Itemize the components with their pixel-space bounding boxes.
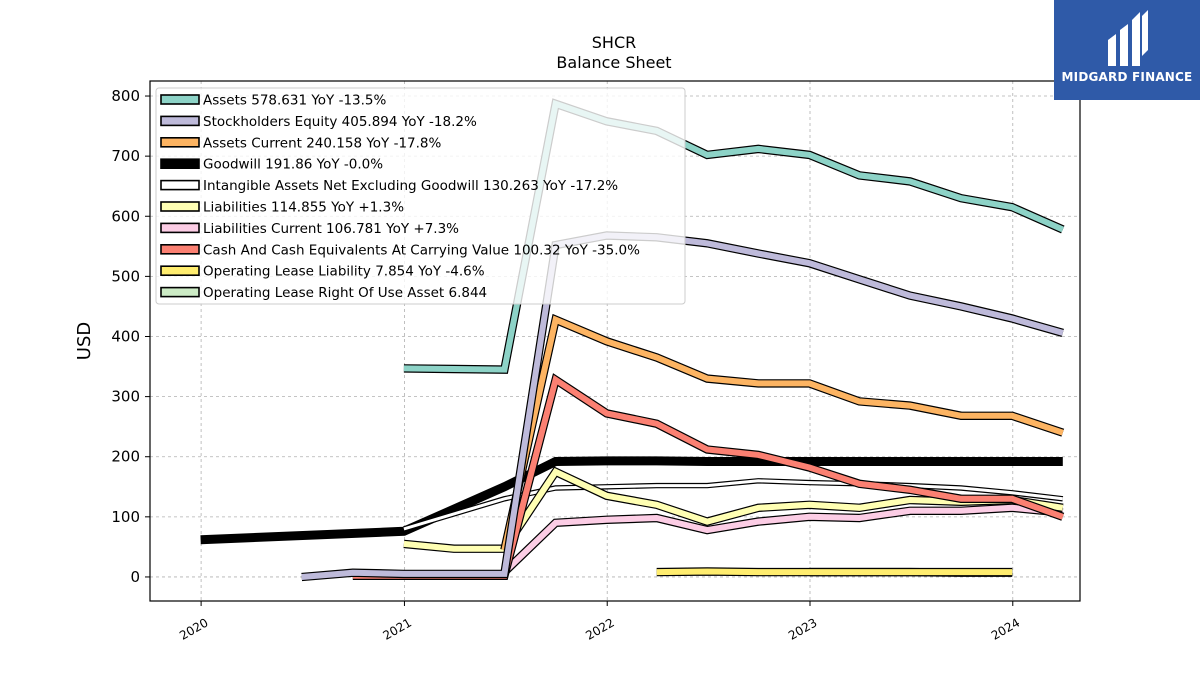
plot-frame bbox=[149, 80, 1081, 602]
series-intangible-assets-net-excluding-goodwill bbox=[403, 478, 1064, 532]
legend-label: Intangible Assets Net Excluding Goodwill… bbox=[203, 178, 618, 194]
axis-ticks: 0 100 200 300 400 500 600 700 800 2020 2021 2022 202… bbox=[111, 87, 1022, 643]
x-tick-label: 2024 bbox=[989, 615, 1022, 642]
y-tick-label: 800 bbox=[111, 87, 140, 105]
series-line bbox=[502, 504, 1064, 575]
legend-swatch bbox=[160, 158, 200, 169]
series-outline bbox=[200, 456, 1063, 545]
legend-swatch bbox=[160, 115, 200, 127]
series-liabilities-current bbox=[501, 503, 1064, 576]
series-stockholders-equity bbox=[301, 231, 1064, 582]
legend-label: Liabilities Current 106.781 YoY +7.3% bbox=[203, 221, 459, 237]
x-tick-label: 2023 bbox=[786, 615, 819, 642]
y-axis-label: USD bbox=[74, 322, 95, 360]
y-tick-label: 100 bbox=[111, 508, 140, 526]
legend-swatch bbox=[160, 94, 200, 105]
legend-swatch bbox=[160, 137, 200, 148]
brand-logo: MIDGARD FINANCE bbox=[1054, 0, 1200, 100]
y-tick-label: 400 bbox=[111, 327, 140, 345]
legend-box bbox=[155, 87, 686, 305]
chart-title: SHCR bbox=[592, 33, 636, 52]
legend-label: Operating Lease Liability 7.854 YoY -4.6… bbox=[203, 264, 485, 280]
legend-label: Liabilities 114.855 YoY +1.3% bbox=[203, 200, 404, 216]
series-line bbox=[301, 232, 1064, 580]
x-tick-label: 2020 bbox=[177, 615, 210, 642]
y-tick-label: 500 bbox=[111, 267, 140, 285]
chart-subtitle: Balance Sheet bbox=[556, 53, 671, 72]
legend-label: Operating Lease Right Of Use Asset 6.844 bbox=[203, 285, 487, 301]
y-tick-label: 0 bbox=[130, 568, 140, 586]
series-assets-current bbox=[500, 313, 1065, 551]
series-layer bbox=[200, 98, 1065, 582]
midgard-logo-icon bbox=[1108, 10, 1148, 66]
legend-label: Assets Current 240.158 YoY -17.8% bbox=[203, 135, 442, 151]
legend-label: Goodwill 191.86 YoY -0.0% bbox=[203, 157, 383, 173]
y-tick-label: 700 bbox=[111, 147, 140, 165]
series-line bbox=[501, 315, 1064, 551]
legend-swatch bbox=[160, 201, 200, 212]
legend-label: Cash And Cash Equivalents At Carrying Va… bbox=[203, 242, 640, 258]
legend-label: Assets 578.631 YoY -13.5% bbox=[203, 93, 387, 109]
series-goodwill bbox=[200, 456, 1063, 545]
brand-name: MIDGARD FINANCE bbox=[1061, 70, 1193, 84]
series-assets bbox=[403, 98, 1065, 374]
series-line bbox=[403, 479, 1063, 531]
legend-swatch bbox=[160, 286, 200, 298]
legend-swatch bbox=[160, 179, 200, 191]
y-tick-label: 600 bbox=[111, 207, 140, 225]
y-tick-label: 300 bbox=[111, 388, 140, 406]
x-tick-label: 2021 bbox=[380, 615, 413, 642]
y-tick-label: 200 bbox=[111, 448, 140, 466]
legend-label: Stockholders Equity 405.894 YoY -18.2% bbox=[203, 114, 477, 130]
series-line bbox=[656, 568, 1013, 576]
series-operating-lease-liability bbox=[656, 567, 1013, 577]
legend: Assets 578.631 YoY -13.5% Stockholders Eq… bbox=[155, 87, 686, 305]
series-line bbox=[403, 99, 1065, 373]
legend-swatch bbox=[160, 222, 200, 234]
legend-swatch bbox=[160, 244, 200, 255]
x-tick-label: 2022 bbox=[583, 615, 616, 642]
legend-swatch bbox=[160, 265, 200, 277]
